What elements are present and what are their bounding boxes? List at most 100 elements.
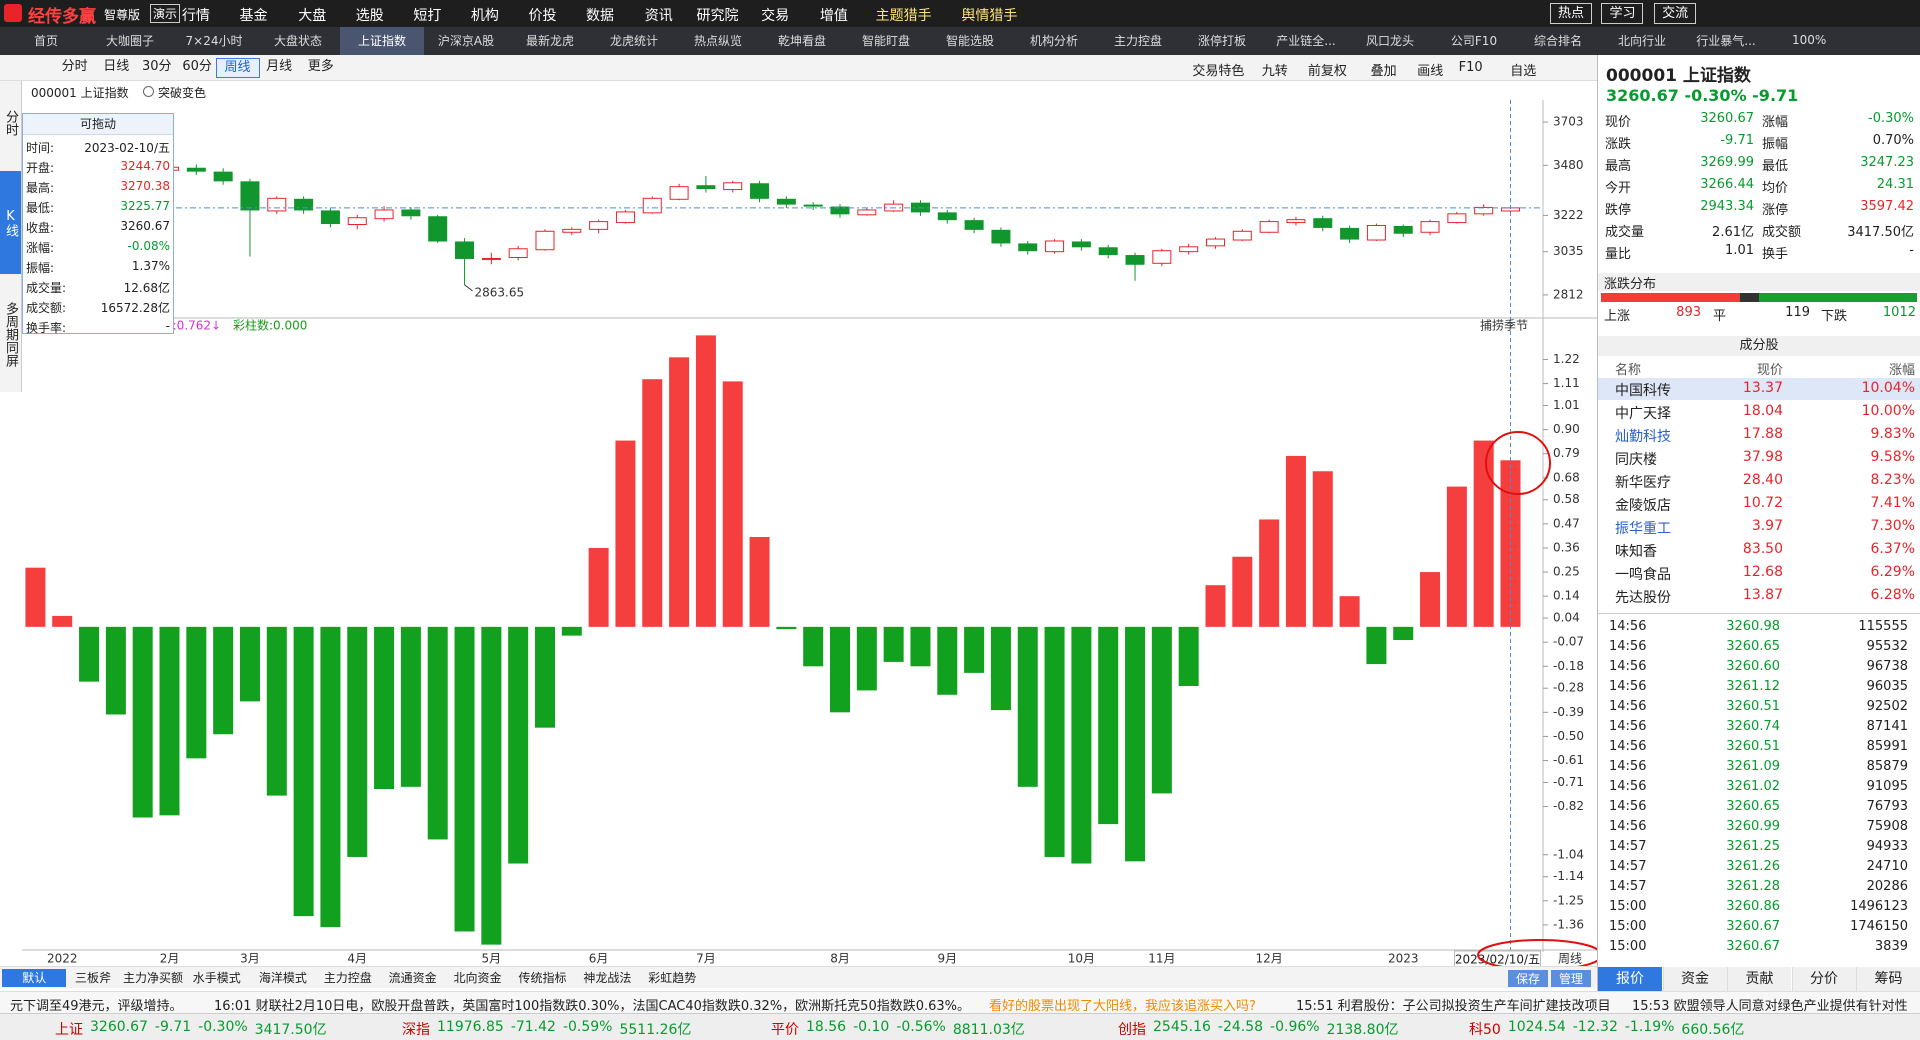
tool-button[interactable]: 九转	[1261, 64, 1288, 79]
indicator-tab[interactable]: 海洋模式	[258, 971, 307, 985]
indicator-action[interactable]: 保存	[1508, 970, 1548, 987]
tab[interactable]: 智能盯盘	[861, 34, 910, 48]
index-item[interactable]: 平价 18.56 -0.10 -0.56% 8811.03亿	[771, 1019, 1025, 1039]
component-name[interactable]: 中国科传	[1615, 383, 1671, 399]
indicator-action[interactable]: 管理	[1551, 970, 1591, 987]
tab[interactable]: 智能选股	[945, 34, 994, 48]
tick-time: 14:56	[1609, 759, 1647, 774]
indicator-tab[interactable]: 默认	[2, 969, 67, 987]
component-name[interactable]: 同庆楼	[1615, 452, 1657, 468]
tab[interactable]: 公司F10	[1450, 34, 1498, 48]
tool-button[interactable]: 自选	[1510, 64, 1537, 79]
tool-button[interactable]: F10	[1458, 60, 1483, 75]
x-tick-label: 7月	[696, 952, 716, 966]
component-name[interactable]: 金陵饭店	[1615, 498, 1671, 514]
index-item[interactable]: 深指 11976.85 -71.42 -0.59% 5511.26亿	[402, 1019, 691, 1039]
indicator-tab[interactable]: 流通资金	[388, 971, 437, 985]
tab[interactable]: 涨停打板	[1197, 34, 1246, 48]
period-button[interactable]: 日线	[103, 59, 130, 74]
tab[interactable]: 热点纵览	[693, 34, 742, 48]
menu-item[interactable]: 研究院	[696, 8, 739, 24]
menu-item[interactable]: 价投	[528, 8, 557, 24]
tick-price: 3260.67	[1726, 919, 1780, 934]
option[interactable]: 突破变色	[158, 86, 207, 100]
component-name[interactable]: 振华重工	[1615, 521, 1671, 537]
menu-item[interactable]: 舆情猎手	[961, 8, 1018, 24]
panel-tab[interactable]: 分价	[1791, 967, 1856, 991]
component-name[interactable]: 新华医疗	[1615, 475, 1671, 491]
top-button[interactable]: 学习	[1601, 3, 1644, 24]
menu-item[interactable]: 机构	[470, 8, 499, 24]
indicator-tab[interactable]: 主力控盘	[323, 971, 372, 985]
menu-item[interactable]: 短打	[413, 8, 442, 24]
tab[interactable]: 大盘状态	[273, 34, 322, 48]
tab[interactable]: 机构分析	[1029, 34, 1078, 48]
component-name[interactable]: 先达股份	[1615, 590, 1671, 606]
indicator-tab[interactable]: 主力净买额	[123, 971, 184, 985]
period-button[interactable]: 月线	[266, 59, 293, 74]
tool-button[interactable]: 画线	[1417, 64, 1444, 79]
indicator-tab[interactable]: 神龙战法	[583, 971, 632, 985]
menu-item[interactable]: 大盘	[298, 8, 327, 24]
indicator-tab[interactable]: 传统指标	[518, 971, 567, 985]
menu-item[interactable]: 交易	[761, 8, 790, 24]
top-button[interactable]: 交流	[1654, 3, 1697, 24]
component-name[interactable]: 灿勤科技	[1615, 429, 1671, 445]
news-item[interactable]: 15:53 欧盟领导人同意对绿色产业提供有针对性	[1632, 999, 1908, 1014]
tab[interactable]: 产业链全...	[1276, 34, 1336, 48]
index-item[interactable]: 创指 2545.16 -24.58 -0.96% 2138.80亿	[1118, 1019, 1398, 1039]
period-button[interactable]: 30分	[141, 59, 172, 74]
tab[interactable]: 乾坤看盘	[777, 34, 826, 48]
top-button[interactable]: 热点	[1550, 3, 1593, 24]
panel-tab[interactable]: 筹码	[1856, 967, 1920, 991]
period-button[interactable]: 60分	[182, 59, 212, 74]
panel-tab[interactable]: 贡献	[1727, 967, 1791, 991]
menu-item[interactable]: 数据	[586, 8, 614, 24]
index-item[interactable]: 科50 1024.54 -12.32 -1.19% 660.56亿	[1469, 1019, 1744, 1039]
period-button[interactable]: 周线	[215, 58, 260, 78]
component-name[interactable]: 中广天择	[1615, 406, 1671, 422]
news-item[interactable]: 16:01 财联社2月10日电，欧股开盘普跌，英国富时100指数跌0.30%，法…	[214, 999, 971, 1014]
tab[interactable]: 最新龙虎	[525, 34, 574, 48]
tab[interactable]: 北向行业	[1617, 34, 1666, 48]
side-tab[interactable]: 分时	[3, 109, 18, 136]
breadth-label: 下跌	[1821, 309, 1848, 324]
tool-button[interactable]: 交易特色	[1192, 64, 1245, 79]
tab[interactable]: 主力控盘	[1113, 34, 1162, 48]
menu-item[interactable]: 主题猎手	[875, 8, 932, 24]
tab[interactable]: 龙虎统计	[609, 34, 658, 48]
period-button[interactable]: 更多	[307, 59, 334, 74]
tab[interactable]: 首页	[33, 34, 58, 48]
tab[interactable]: 风口龙头	[1365, 34, 1414, 48]
tab[interactable]: 上证指数	[340, 27, 424, 55]
candle-body	[1179, 246, 1199, 253]
menu-item[interactable]: 行情	[181, 8, 210, 24]
news-item[interactable]: 15:51 利君股份：子公司拟投资生产车间扩建技改项目	[1296, 999, 1611, 1014]
indicator-tab[interactable]: 彩虹趋势	[648, 971, 697, 985]
indicator-tab[interactable]: 北向资金	[453, 971, 502, 985]
indicator-tab[interactable]: 水手模式	[192, 971, 241, 985]
component-name[interactable]: 一鸣食品	[1615, 567, 1671, 583]
period-button[interactable]: 分时	[61, 59, 88, 74]
menu-item[interactable]: 增值	[819, 8, 848, 24]
news-item[interactable]: 元下调至49港元，评级增持。	[10, 999, 183, 1014]
side-tab[interactable]: 多周期同屏	[3, 301, 18, 367]
tab[interactable]: 沪深京A股	[437, 34, 495, 48]
menu-item[interactable]: 基金	[239, 8, 268, 24]
panel-tab[interactable]: 资金	[1662, 967, 1727, 991]
tab[interactable]: 行业暴气...	[1696, 34, 1756, 48]
indicator-tab[interactable]: 三板斧	[75, 971, 112, 985]
tooltip-close[interactable]	[157, 117, 169, 129]
side-tab[interactable]: K线	[0, 171, 21, 274]
tab[interactable]: 综合排名	[1533, 34, 1582, 48]
component-name[interactable]: 味知香	[1615, 544, 1657, 560]
tool-button[interactable]: 叠加	[1370, 64, 1397, 79]
panel-tab[interactable]: 报价	[1598, 967, 1662, 991]
tool-button[interactable]: 前复权	[1307, 64, 1347, 79]
menu-item[interactable]: 选股	[355, 8, 384, 24]
index-item[interactable]: 上证 3260.67 -9.71 -0.30% 3417.50亿	[55, 1019, 327, 1039]
menu-item[interactable]: 资讯	[644, 8, 673, 24]
tab[interactable]: 大咖圈子	[105, 34, 154, 48]
tab[interactable]: 7×24小时	[185, 34, 243, 48]
news-item[interactable]: 看好的股票出现了大阳线，我应该追涨买入吗?	[989, 999, 1256, 1014]
